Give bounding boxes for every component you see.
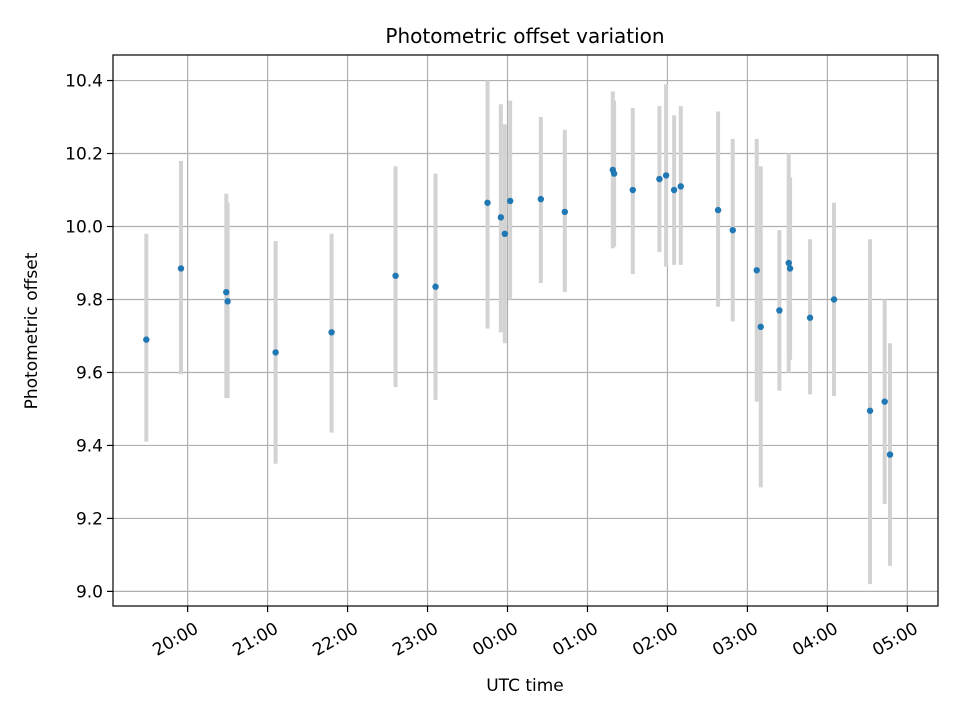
y-tick-label: 9.4 <box>76 436 103 456</box>
data-point <box>729 226 736 234</box>
x-axis-label: UTC time <box>486 676 564 696</box>
data-point <box>484 199 491 206</box>
data-point <box>677 183 684 190</box>
data-point <box>223 288 230 296</box>
x-tick-label: 05:00 <box>869 619 921 661</box>
data-points <box>143 166 894 458</box>
data-point <box>506 197 514 205</box>
data-point <box>785 259 792 267</box>
data-point <box>753 267 760 274</box>
data-point <box>501 230 509 238</box>
data-point <box>886 451 894 458</box>
x-tick-label: 03:00 <box>709 619 761 661</box>
data-point <box>757 323 764 331</box>
x-tick-label: 02:00 <box>629 619 681 661</box>
data-point <box>866 407 874 414</box>
data-point <box>714 206 722 214</box>
data-point <box>806 314 814 321</box>
x-tick-label: 00:00 <box>469 619 521 661</box>
data-point <box>177 265 185 272</box>
data-point <box>432 283 439 290</box>
y-tick-label: 10.2 <box>65 145 103 165</box>
y-tick-label: 9.6 <box>76 363 103 383</box>
data-point <box>392 272 399 279</box>
y-tick-label: 9.0 <box>76 582 103 602</box>
data-point <box>830 296 838 303</box>
data-point <box>143 336 150 343</box>
chart-title: Photometric offset variation <box>385 24 664 48</box>
x-tick-label: 20:00 <box>150 619 202 661</box>
data-point <box>786 265 794 272</box>
data-point <box>670 186 678 194</box>
data-point <box>881 398 888 405</box>
x-tick-label: 21:00 <box>229 619 281 661</box>
data-point <box>610 170 618 177</box>
x-tick-label: 23:00 <box>389 619 441 661</box>
x-tick-label: 22:00 <box>309 619 361 661</box>
y-axis-label: Photometric offset <box>22 252 42 409</box>
data-point <box>629 186 636 194</box>
plot-frame <box>112 54 939 607</box>
y-axis-ticks: 9.0 9.2 9.4 9.6 9.8 10.0 10.2 10.4 <box>65 72 113 602</box>
data-point <box>656 175 663 183</box>
data-point <box>224 298 231 305</box>
y-tick-label: 9.8 <box>76 290 103 310</box>
y-tick-label: 10.4 <box>65 72 103 92</box>
data-point <box>561 208 569 216</box>
x-tick-label: 01:00 <box>549 619 601 661</box>
data-point <box>497 214 505 221</box>
data-point <box>537 195 545 203</box>
y-tick-label: 9.2 <box>76 509 103 529</box>
y-tick-label: 10.0 <box>65 218 103 238</box>
data-point <box>272 349 279 356</box>
error-bars <box>144 80 893 585</box>
x-axis-ticks: 20:00 21:00 22:00 23:00 00:00 01:00 02:00 03:00… <box>150 606 922 661</box>
data-point <box>776 307 783 314</box>
data-point <box>328 329 335 336</box>
grid-lines <box>113 55 938 606</box>
data-point <box>662 172 670 179</box>
x-tick-label: 04:00 <box>789 619 841 661</box>
